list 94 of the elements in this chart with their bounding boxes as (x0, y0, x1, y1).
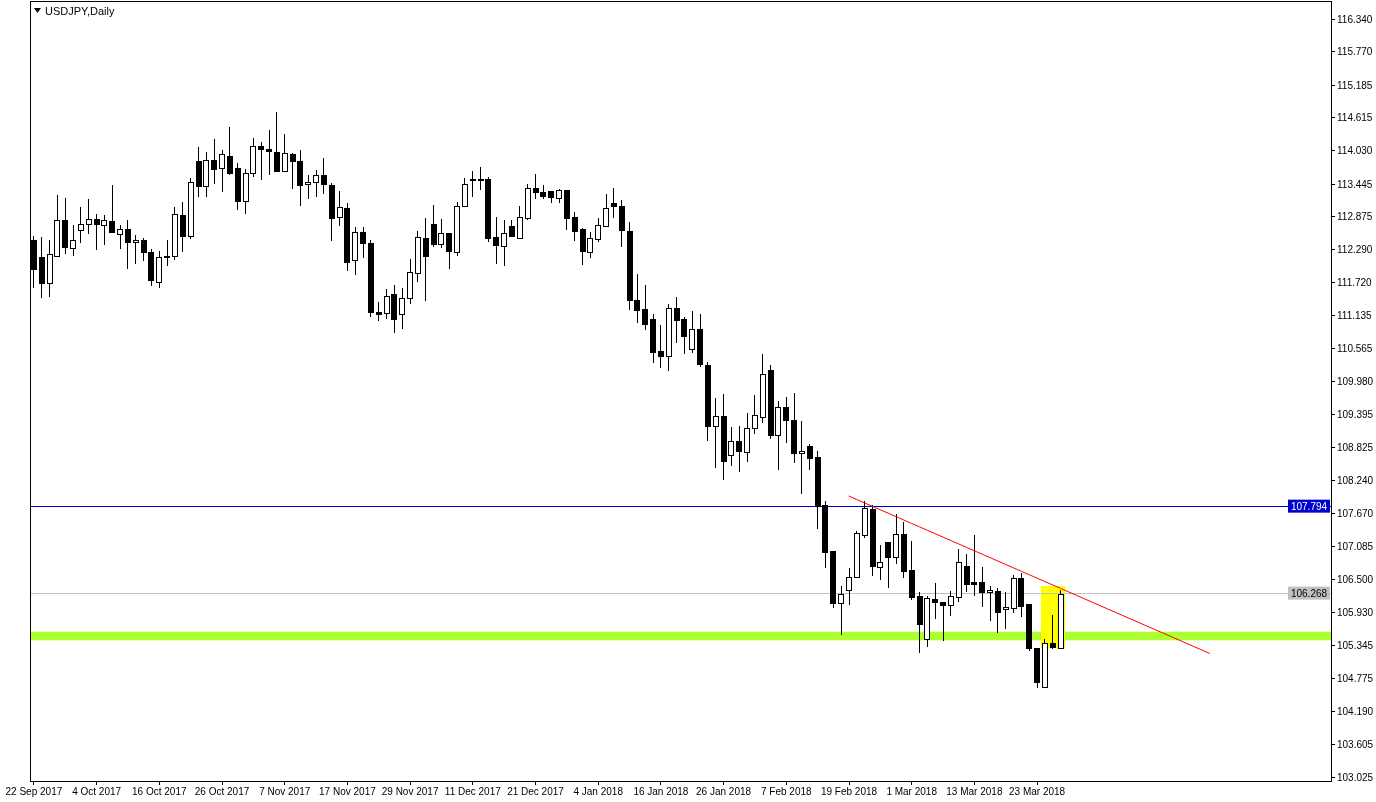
x-tick-label: 21 Dec 2017 (507, 786, 565, 797)
candlestick (407, 258, 414, 305)
candlestick (987, 585, 994, 622)
x-tick-label: 4 Oct 2017 (72, 786, 122, 797)
candlestick (164, 239, 171, 267)
y-tick-label: 108.240 (1337, 475, 1374, 487)
x-tick-label: 4 Jan 2018 (573, 786, 624, 797)
candlestick (893, 513, 900, 565)
candlestick (563, 190, 570, 231)
y-tick-label: 112.875 (1337, 211, 1373, 223)
candlestick (838, 585, 845, 636)
y-tick-label: 111.135 (1337, 310, 1373, 322)
candlestick (266, 129, 273, 176)
candlestick (509, 219, 515, 238)
candlestick (751, 394, 758, 435)
candlestick (117, 224, 124, 250)
x-tick-label: 16 Jan 2018 (633, 786, 689, 797)
candlestick (179, 201, 186, 253)
y-tick-label: 115.770 (1337, 46, 1373, 58)
x-tick-label: 17 Nov 2017 (319, 786, 377, 797)
x-tick-label: 7 Feb 2018 (761, 786, 813, 797)
candlestick (414, 230, 421, 283)
candlestick (704, 361, 711, 442)
y-tick-label: 113.445 (1337, 178, 1373, 190)
y-tick-label: 110.565 (1337, 342, 1373, 354)
y-tick-label: 104.190 (1337, 705, 1374, 717)
candlestick (697, 313, 704, 368)
candlestick (603, 193, 610, 228)
x-tick-label: 19 Feb 2018 (820, 786, 878, 797)
y-tick-label: 103.605 (1337, 739, 1374, 751)
y-tick-label: 114.030 (1337, 145, 1373, 157)
candlestick (360, 226, 367, 259)
candlestick (320, 157, 327, 195)
y-tick-label: 112.290 (1337, 244, 1373, 256)
y-tick-label: 109.395 (1337, 409, 1374, 421)
candlestick (124, 219, 131, 270)
candlestick (744, 412, 751, 463)
candlestick (1034, 647, 1041, 689)
candlestick (454, 201, 461, 257)
y-tick-label: 106.500 (1337, 574, 1374, 586)
y-tick-label: 105.930 (1337, 606, 1374, 618)
candlestick (556, 188, 563, 204)
x-tick-label: 11 Dec 2017 (444, 786, 502, 797)
candlestick (461, 177, 468, 208)
y-tick-label: 104.775 (1337, 672, 1374, 684)
candlestick (900, 521, 907, 579)
candlestick (548, 190, 555, 204)
candlestick (313, 169, 320, 198)
candlestick (219, 149, 226, 193)
y-tick-label: 111.720 (1337, 276, 1373, 288)
y-tick-label: 115.185 (1337, 79, 1373, 91)
y-tick-label: 105.345 (1337, 640, 1374, 652)
x-tick-label: 26 Jan 2018 (696, 786, 752, 797)
candlestick (806, 443, 813, 471)
candlestick (791, 392, 798, 463)
candlestick (211, 138, 218, 185)
ref-line-label: 107.794 (1290, 500, 1328, 512)
candlestick (367, 239, 374, 318)
y-tick-label: 107.670 (1337, 507, 1374, 519)
candlestick (226, 126, 233, 176)
line-series (848, 495, 1211, 654)
x-tick-label: 29 Nov 2017 (381, 786, 439, 797)
y-tick-label: 114.615 (1337, 112, 1373, 124)
x-tick-label: 22 Sep 2017 (5, 786, 63, 797)
y-tick-label: 103.025 (1337, 772, 1374, 784)
candlestick (618, 199, 625, 248)
candlestick (947, 590, 954, 617)
chart-title: USDJPY,Daily (45, 5, 115, 17)
candlestick (171, 206, 178, 261)
candlestick (516, 205, 523, 240)
x-tick-label: 26 Oct 2017 (194, 786, 250, 797)
x-tick-label: 1 Mar 2018 (886, 786, 938, 797)
x-tick-label: 16 Oct 2017 (132, 786, 187, 797)
candlestick (885, 542, 892, 589)
y-tick-label: 108.825 (1337, 441, 1374, 453)
candlestick (77, 206, 84, 244)
candlestick (501, 219, 508, 267)
candlestick (70, 224, 77, 257)
x-tick-label: 7 Nov 2017 (259, 786, 311, 797)
candlestick (846, 567, 852, 606)
candlestick (853, 530, 860, 579)
candlestick (650, 313, 657, 364)
candlestick (994, 587, 1001, 634)
candlestick (940, 601, 947, 642)
y-tick-label: 109.980 (1337, 376, 1374, 388)
candlestick (610, 187, 617, 219)
candlestick (657, 324, 664, 369)
x-tick-label: 23 Mar 2018 (1009, 786, 1066, 797)
candlestick (273, 111, 280, 172)
ref-line-label: 106.268 (1290, 587, 1328, 599)
x-tick-label: 13 Mar 2018 (946, 786, 1003, 797)
y-tick-label: 116.340 (1337, 13, 1373, 25)
candlestick (798, 420, 805, 495)
y-tick-label: 107.085 (1337, 541, 1374, 553)
